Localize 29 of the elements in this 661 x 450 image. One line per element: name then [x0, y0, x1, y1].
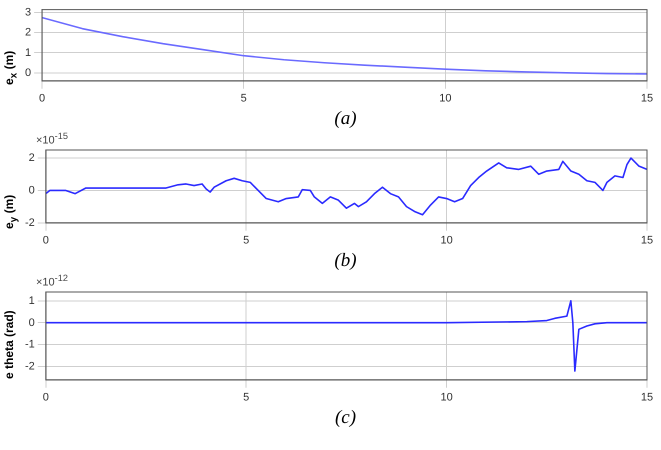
y-tick-label: -1	[25, 338, 35, 351]
y-tick-label: 2	[28, 152, 35, 164]
x-tick-label: 0	[42, 391, 49, 404]
x-tick-label: 10	[440, 391, 453, 404]
y-tick-label: -2	[25, 216, 35, 229]
x-tick-label: 5	[240, 92, 247, 104]
y-tick-label: 1	[28, 294, 35, 307]
text: ×10$^{-15}$	[36, 130, 68, 147]
y-tick-label: 0	[28, 316, 35, 329]
y-tick-label: 1	[24, 46, 32, 59]
y-tick-label: -2	[25, 360, 35, 373]
x-tick-label: 0	[39, 92, 46, 104]
text: ×10$^{-12}$	[36, 272, 68, 289]
text: (b)	[333, 250, 358, 272]
text: (c)	[334, 407, 358, 429]
x-tick-label: 5	[243, 234, 250, 246]
x-tick-label: 15	[640, 391, 654, 404]
text: (a)	[333, 108, 358, 130]
y-tick-label: 3	[24, 6, 32, 19]
x-tick-label: 10	[440, 234, 453, 246]
y-tick-label: 2	[24, 26, 32, 39]
y-axis-title: e theta (rad)	[2, 310, 16, 378]
x-tick-label: 5	[243, 391, 250, 404]
y-tick-label: 0	[28, 184, 35, 196]
x-tick-label: 15	[640, 234, 654, 246]
x-tick-label: 10	[439, 92, 452, 104]
x-tick-label: 15	[640, 92, 654, 104]
y-tick-label: 0	[24, 66, 32, 79]
x-tick-label: 0	[42, 234, 49, 246]
